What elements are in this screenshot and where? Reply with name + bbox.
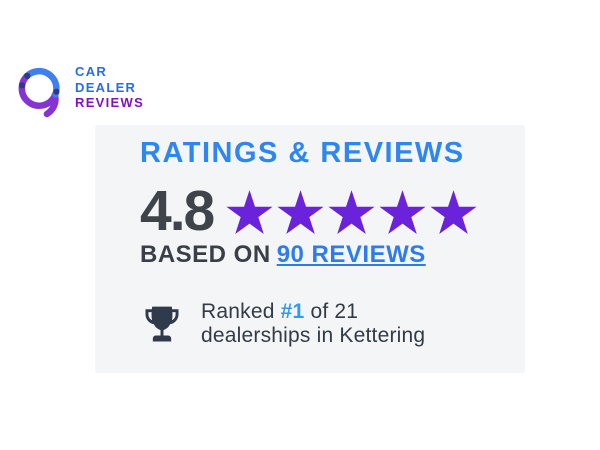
reviews-count-link[interactable]: 90 REVIEWS: [276, 241, 426, 268]
rating-row: 4.8: [140, 182, 525, 240]
ranked-line2: dealerships in Kettering: [201, 324, 426, 347]
logo-text-reviews: REVIEWS: [75, 95, 145, 110]
star-icon: [379, 189, 426, 234]
based-on-line: BASED ON 90 REVIEWS: [140, 241, 525, 269]
star-icon: [430, 189, 477, 234]
ranked-suffix: of 21: [310, 300, 359, 323]
logo-text-dealer: DEALER: [75, 79, 137, 95]
star-rating: [226, 189, 477, 234]
ranked-row: Ranked #1 of 21 dealerships in Kettering: [140, 300, 525, 348]
car-dealer-reviews-logo[interactable]: CAR DEALER REVIEWS: [14, 61, 144, 121]
ranked-text: Ranked #1 of 21 dealerships in Kettering: [201, 300, 425, 348]
ratings-reviews-card: RATINGS & REVIEWS 4.8 BASED ON 90 REVIEWS…: [95, 125, 525, 373]
based-on-label: BASED ON: [140, 241, 271, 268]
logo-wordmark: CAR DEALER REVIEWS: [75, 61, 144, 111]
ranked-number: #1: [280, 300, 305, 323]
logo-ring-icon: [18, 67, 60, 118]
trophy-icon: [145, 306, 179, 342]
star-icon: [277, 189, 324, 234]
ranked-prefix: Ranked: [201, 300, 275, 323]
star-icon: [328, 189, 375, 234]
card-title: RATINGS & REVIEWS: [140, 137, 465, 169]
logo-text-car: CAR: [75, 64, 108, 79]
rating-value: 4.8: [140, 179, 215, 243]
star-icon: [226, 189, 273, 234]
